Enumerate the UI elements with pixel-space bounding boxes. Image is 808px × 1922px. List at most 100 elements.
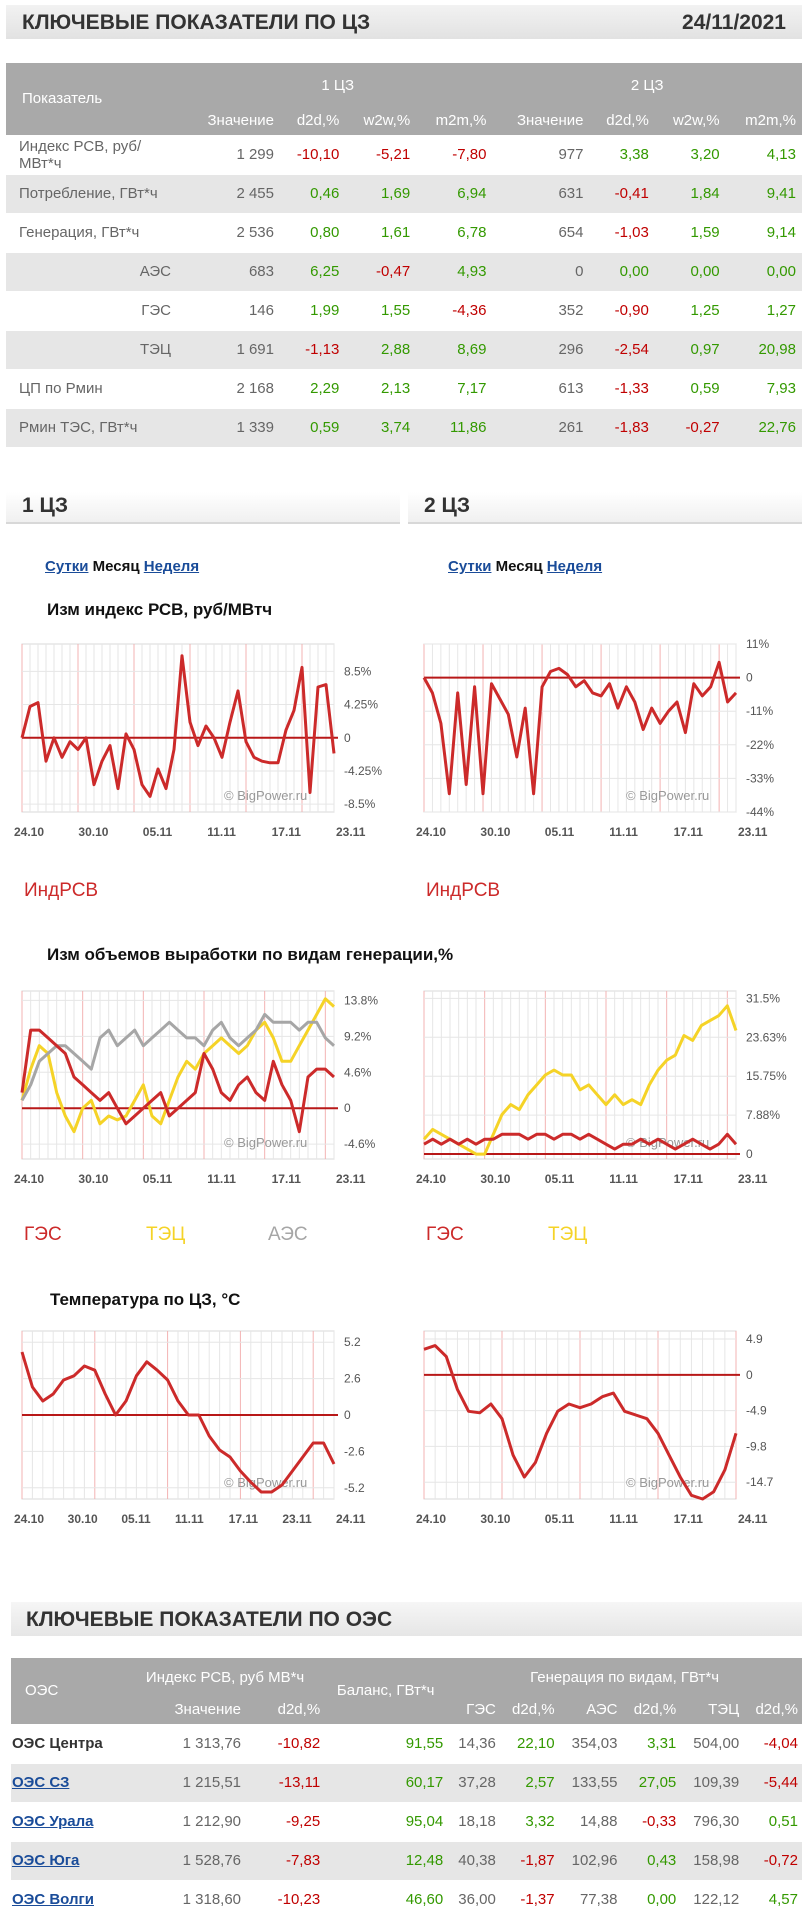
- tab-week[interactable]: Неделя: [546, 558, 603, 575]
- x-tick-label: 23.11: [738, 825, 768, 839]
- x-tick-label: 24.10: [14, 1172, 44, 1186]
- kp-cell: 1,99: [280, 290, 346, 330]
- y-tick-label: 4.6%: [344, 1065, 372, 1079]
- oes-row: ОЭС СЗ 1 215,51 -13,11 60,17 37,28 2,57 133,55…: [11, 1762, 802, 1802]
- kp-row-name: ЦП по Рмин: [6, 368, 183, 408]
- x-tick-label: 17.11: [674, 1172, 704, 1186]
- y-tick-label: -44%: [746, 805, 774, 819]
- series-line: [20, 1028, 336, 1134]
- price-chart-title: Изм индекс РСВ, руб/МВтч: [47, 600, 273, 619]
- watermark: © BigPower.ru: [224, 1135, 307, 1150]
- legend-price-1: ИндРСВ: [24, 880, 99, 901]
- oes-cell: 1 212,90: [126, 1801, 246, 1841]
- series-line: [423, 1344, 738, 1501]
- kp-cell: 6,78: [416, 212, 493, 252]
- section-1-header: 1 ЦЗ: [6, 492, 400, 524]
- kp-row-name: ГЭС: [6, 290, 183, 330]
- kp-cell: 654: [492, 212, 590, 252]
- section-2-header: 2 ЦЗ: [408, 492, 802, 524]
- oes-col-balance: Баланс, ГВт*ч: [324, 1658, 448, 1724]
- oes-col-oes: ОЭС: [11, 1658, 126, 1724]
- oes-cell: 3,32: [499, 1801, 559, 1841]
- oes-cell: 158,98: [680, 1840, 744, 1880]
- kp-cell: 7,17: [416, 368, 493, 408]
- kp-subcol: w2w,%: [654, 107, 726, 135]
- kp-zone2: 2 ЦЗ: [492, 63, 802, 107]
- oes-row: ОЭС Волги 1 318,60 -10,23 46,60 36,00 -1,37 77…: [11, 1879, 802, 1919]
- oes-cell: -10,23: [245, 1879, 325, 1919]
- legend-chp-2: ТЭЦ: [548, 1224, 588, 1245]
- tab-month[interactable]: Месяц: [495, 558, 543, 575]
- kp-cell: 352: [492, 290, 590, 330]
- oes-cell: -5,44: [743, 1762, 802, 1802]
- series-line: [20, 1012, 336, 1102]
- oes-link[interactable]: ОЭС Волги: [12, 1891, 94, 1908]
- y-tick-label: 2.6: [344, 1372, 361, 1386]
- x-tick-label: 24.10: [14, 825, 44, 839]
- oes-row-name[interactable]: ОЭС Волги: [11, 1879, 126, 1919]
- oes-cell: 40,38: [447, 1840, 500, 1880]
- x-tick-label: 17.11: [229, 1512, 259, 1526]
- oes-link[interactable]: ОЭС Юга: [12, 1852, 80, 1869]
- kp-cell: 0,59: [654, 368, 726, 408]
- kp-row: АЭС 683 6,25 -0,47 4,93 0 0,00 0,00 0,00: [6, 251, 802, 291]
- kp-cell: 2,13: [345, 368, 417, 408]
- x-tick-label: 23.11: [282, 1512, 312, 1526]
- kp-cell: 3,38: [589, 134, 655, 174]
- y-tick-label: -4.9: [746, 1404, 767, 1418]
- kp-subcol: d2d,%: [589, 107, 655, 135]
- period-tabs-2: Сутки Месяц Неделя: [448, 558, 602, 575]
- oes-cell: -0,72: [743, 1840, 802, 1880]
- price-chart-zone1: 8.5% 4.25% 0 -4.25% -8.5% 24.10 30.10 05.11 11.1…: [14, 643, 382, 839]
- tab-day[interactable]: Сутки: [448, 558, 492, 575]
- kp-cell: 2,29: [280, 368, 346, 408]
- kp-cell: 4,13: [725, 134, 802, 174]
- y-tick-label: -2.6: [344, 1444, 365, 1458]
- kp-row-name: Генерация, ГВт*ч: [6, 212, 183, 252]
- tab-week[interactable]: Неделя: [143, 558, 200, 575]
- oes-row-name[interactable]: ОЭС СЗ: [11, 1762, 126, 1802]
- y-tick-label: 0: [344, 1408, 351, 1422]
- kp-cell: 2,88: [345, 329, 417, 369]
- kp-cell: 146: [183, 290, 280, 330]
- oes-row-name[interactable]: ОЭС Юга: [11, 1840, 126, 1880]
- x-tick-label: 05.11: [121, 1512, 151, 1526]
- kp-cell: 1,59: [654, 212, 726, 252]
- x-tick-label: 17.11: [272, 825, 302, 839]
- oes-subcol: d2d,%: [499, 1696, 559, 1724]
- oes-cell: -0,33: [621, 1801, 681, 1841]
- x-tick-label: 05.11: [545, 1512, 575, 1526]
- kp-cell: 8,69: [416, 329, 493, 369]
- kp-cell: -7,80: [416, 134, 493, 174]
- y-tick-label: -22%: [746, 738, 774, 752]
- y-tick-label: -9.8: [746, 1439, 767, 1453]
- tab-month[interactable]: Месяц: [92, 558, 140, 575]
- oes-cell: 14,36: [447, 1723, 500, 1763]
- kp-zone1: 1 ЦЗ: [183, 63, 493, 107]
- oes-subcol: d2d,%: [621, 1696, 681, 1724]
- series-line: [20, 654, 336, 798]
- kp-cell: 0,46: [280, 173, 346, 213]
- oes-link[interactable]: ОЭС Урала: [12, 1813, 94, 1830]
- kp-cell: 2 536: [183, 212, 280, 252]
- kp-subcol: Значение: [183, 107, 280, 135]
- oes-cell: 354,03: [558, 1723, 622, 1763]
- oes-cell: 95,04: [324, 1801, 448, 1841]
- y-tick-label: 0: [344, 1101, 351, 1115]
- series-line: [20, 997, 336, 1134]
- kp-cell: 9,41: [725, 173, 802, 213]
- tab-day[interactable]: Сутки: [45, 558, 89, 575]
- oes-title: КЛЮЧЕВЫЕ ПОКАЗАТЕЛИ ПО ОЭС: [26, 1608, 393, 1631]
- y-tick-label: 4.25%: [344, 698, 378, 712]
- kp-cell: 22,76: [725, 407, 802, 447]
- kp-cell: 296: [492, 329, 590, 369]
- oes-row-name[interactable]: ОЭС Урала: [11, 1801, 126, 1841]
- kp-cell: 1,61: [345, 212, 417, 252]
- y-tick-label: 0: [746, 1368, 753, 1382]
- legend-price-2: ИндРСВ: [426, 880, 501, 901]
- oes-link[interactable]: ОЭС СЗ: [12, 1774, 70, 1791]
- kp-row-name: Рмин ТЭС, ГВт*ч: [6, 407, 183, 447]
- oes-cell: 133,55: [558, 1762, 622, 1802]
- kp-row: Потребление, ГВт*ч 2 455 0,46 1,69 6,94 631 -0…: [6, 173, 802, 213]
- oes-cell: -1,87: [499, 1840, 559, 1880]
